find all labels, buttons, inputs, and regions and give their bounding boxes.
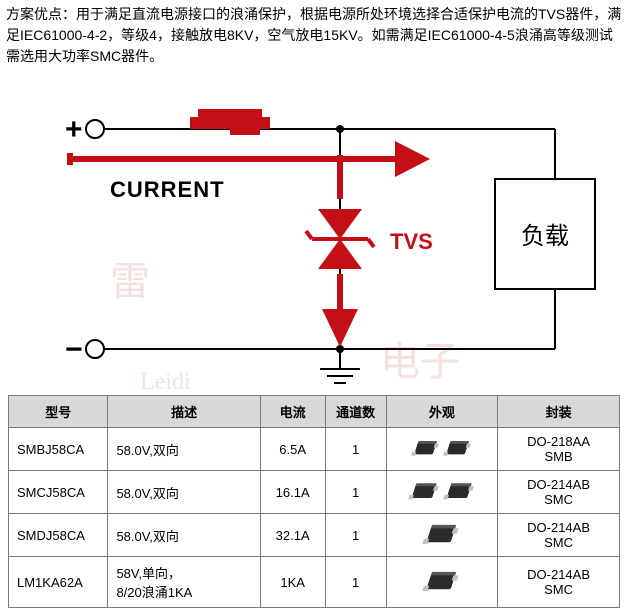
cell-model: SMCJ58CA xyxy=(9,471,108,514)
tvs-label: TVS xyxy=(390,229,433,254)
table-row: SMBJ58CA58.0V,双向6.5A1 DO-218AASMB xyxy=(9,428,620,471)
cell-current: 6.5A xyxy=(260,428,325,471)
arrow-down xyxy=(322,309,358,347)
cell-desc: 58.0V,双向 xyxy=(108,514,260,557)
fuse-icon xyxy=(190,109,270,135)
cell-channels: 1 xyxy=(325,428,386,471)
cell-model: SMBJ58CA xyxy=(9,428,108,471)
arrow-right xyxy=(395,141,430,177)
cell-appearance xyxy=(386,557,498,608)
cell-channels: 1 xyxy=(325,471,386,514)
cell-model: LM1KA62A xyxy=(9,557,108,608)
plus-label: + xyxy=(65,113,83,146)
cell-channels: 1 xyxy=(325,514,386,557)
cell-current: 32.1A xyxy=(260,514,325,557)
terminal-minus xyxy=(86,340,104,358)
table-row: SMCJ58CA58.0V,双向16.1A1 DO-214ABSMC xyxy=(9,471,620,514)
cell-package: DO-218AASMB xyxy=(498,428,620,471)
diagram-svg: + − 负载 xyxy=(0,69,628,389)
circuit-diagram: + − 负载 xyxy=(0,69,628,389)
cell-model: SMDJ58CA xyxy=(9,514,108,557)
intro-text: 方案优点：用于满足直流电源接口的浪涌保护，根据电源所处环境选择合适保护电流的TV… xyxy=(0,0,628,69)
th-appearance: 外观 xyxy=(386,396,498,428)
cell-package: DO-214ABSMC xyxy=(498,471,620,514)
minus-label: − xyxy=(65,333,83,366)
table-row: SMDJ58CA58.0V,双向32.1A1 DO-214ABSMC xyxy=(9,514,620,557)
th-channels: 通道数 xyxy=(325,396,386,428)
cell-package: DO-214ABSMC xyxy=(498,557,620,608)
th-package: 封装 xyxy=(498,396,620,428)
table-header-row: 型号 描述 电流 通道数 外观 封装 xyxy=(9,396,620,428)
cell-appearance xyxy=(386,471,498,514)
terminal-plus xyxy=(86,120,104,138)
tvs-icon xyxy=(306,209,374,269)
cell-appearance xyxy=(386,428,498,471)
cell-appearance xyxy=(386,514,498,557)
load-label: 负载 xyxy=(521,223,569,250)
th-model: 型号 xyxy=(9,396,108,428)
th-desc: 描述 xyxy=(108,396,260,428)
cell-package: DO-214ABSMC xyxy=(498,514,620,557)
th-current: 电流 xyxy=(260,396,325,428)
cell-current: 1KA xyxy=(260,557,325,608)
current-label: CURRENT xyxy=(110,177,225,202)
cell-desc: 58V,单向，8/20浪涌1KA xyxy=(108,557,260,608)
cell-desc: 58.0V,双向 xyxy=(108,428,260,471)
cell-desc: 58.0V,双向 xyxy=(108,471,260,514)
parts-table: 型号 描述 电流 通道数 外观 封装 SMBJ58CA58.0V,双向6.5A1… xyxy=(8,395,620,608)
table-row: LM1KA62A58V,单向，8/20浪涌1KA1KA1 DO-214ABSMC xyxy=(9,557,620,608)
cell-channels: 1 xyxy=(325,557,386,608)
cell-current: 16.1A xyxy=(260,471,325,514)
